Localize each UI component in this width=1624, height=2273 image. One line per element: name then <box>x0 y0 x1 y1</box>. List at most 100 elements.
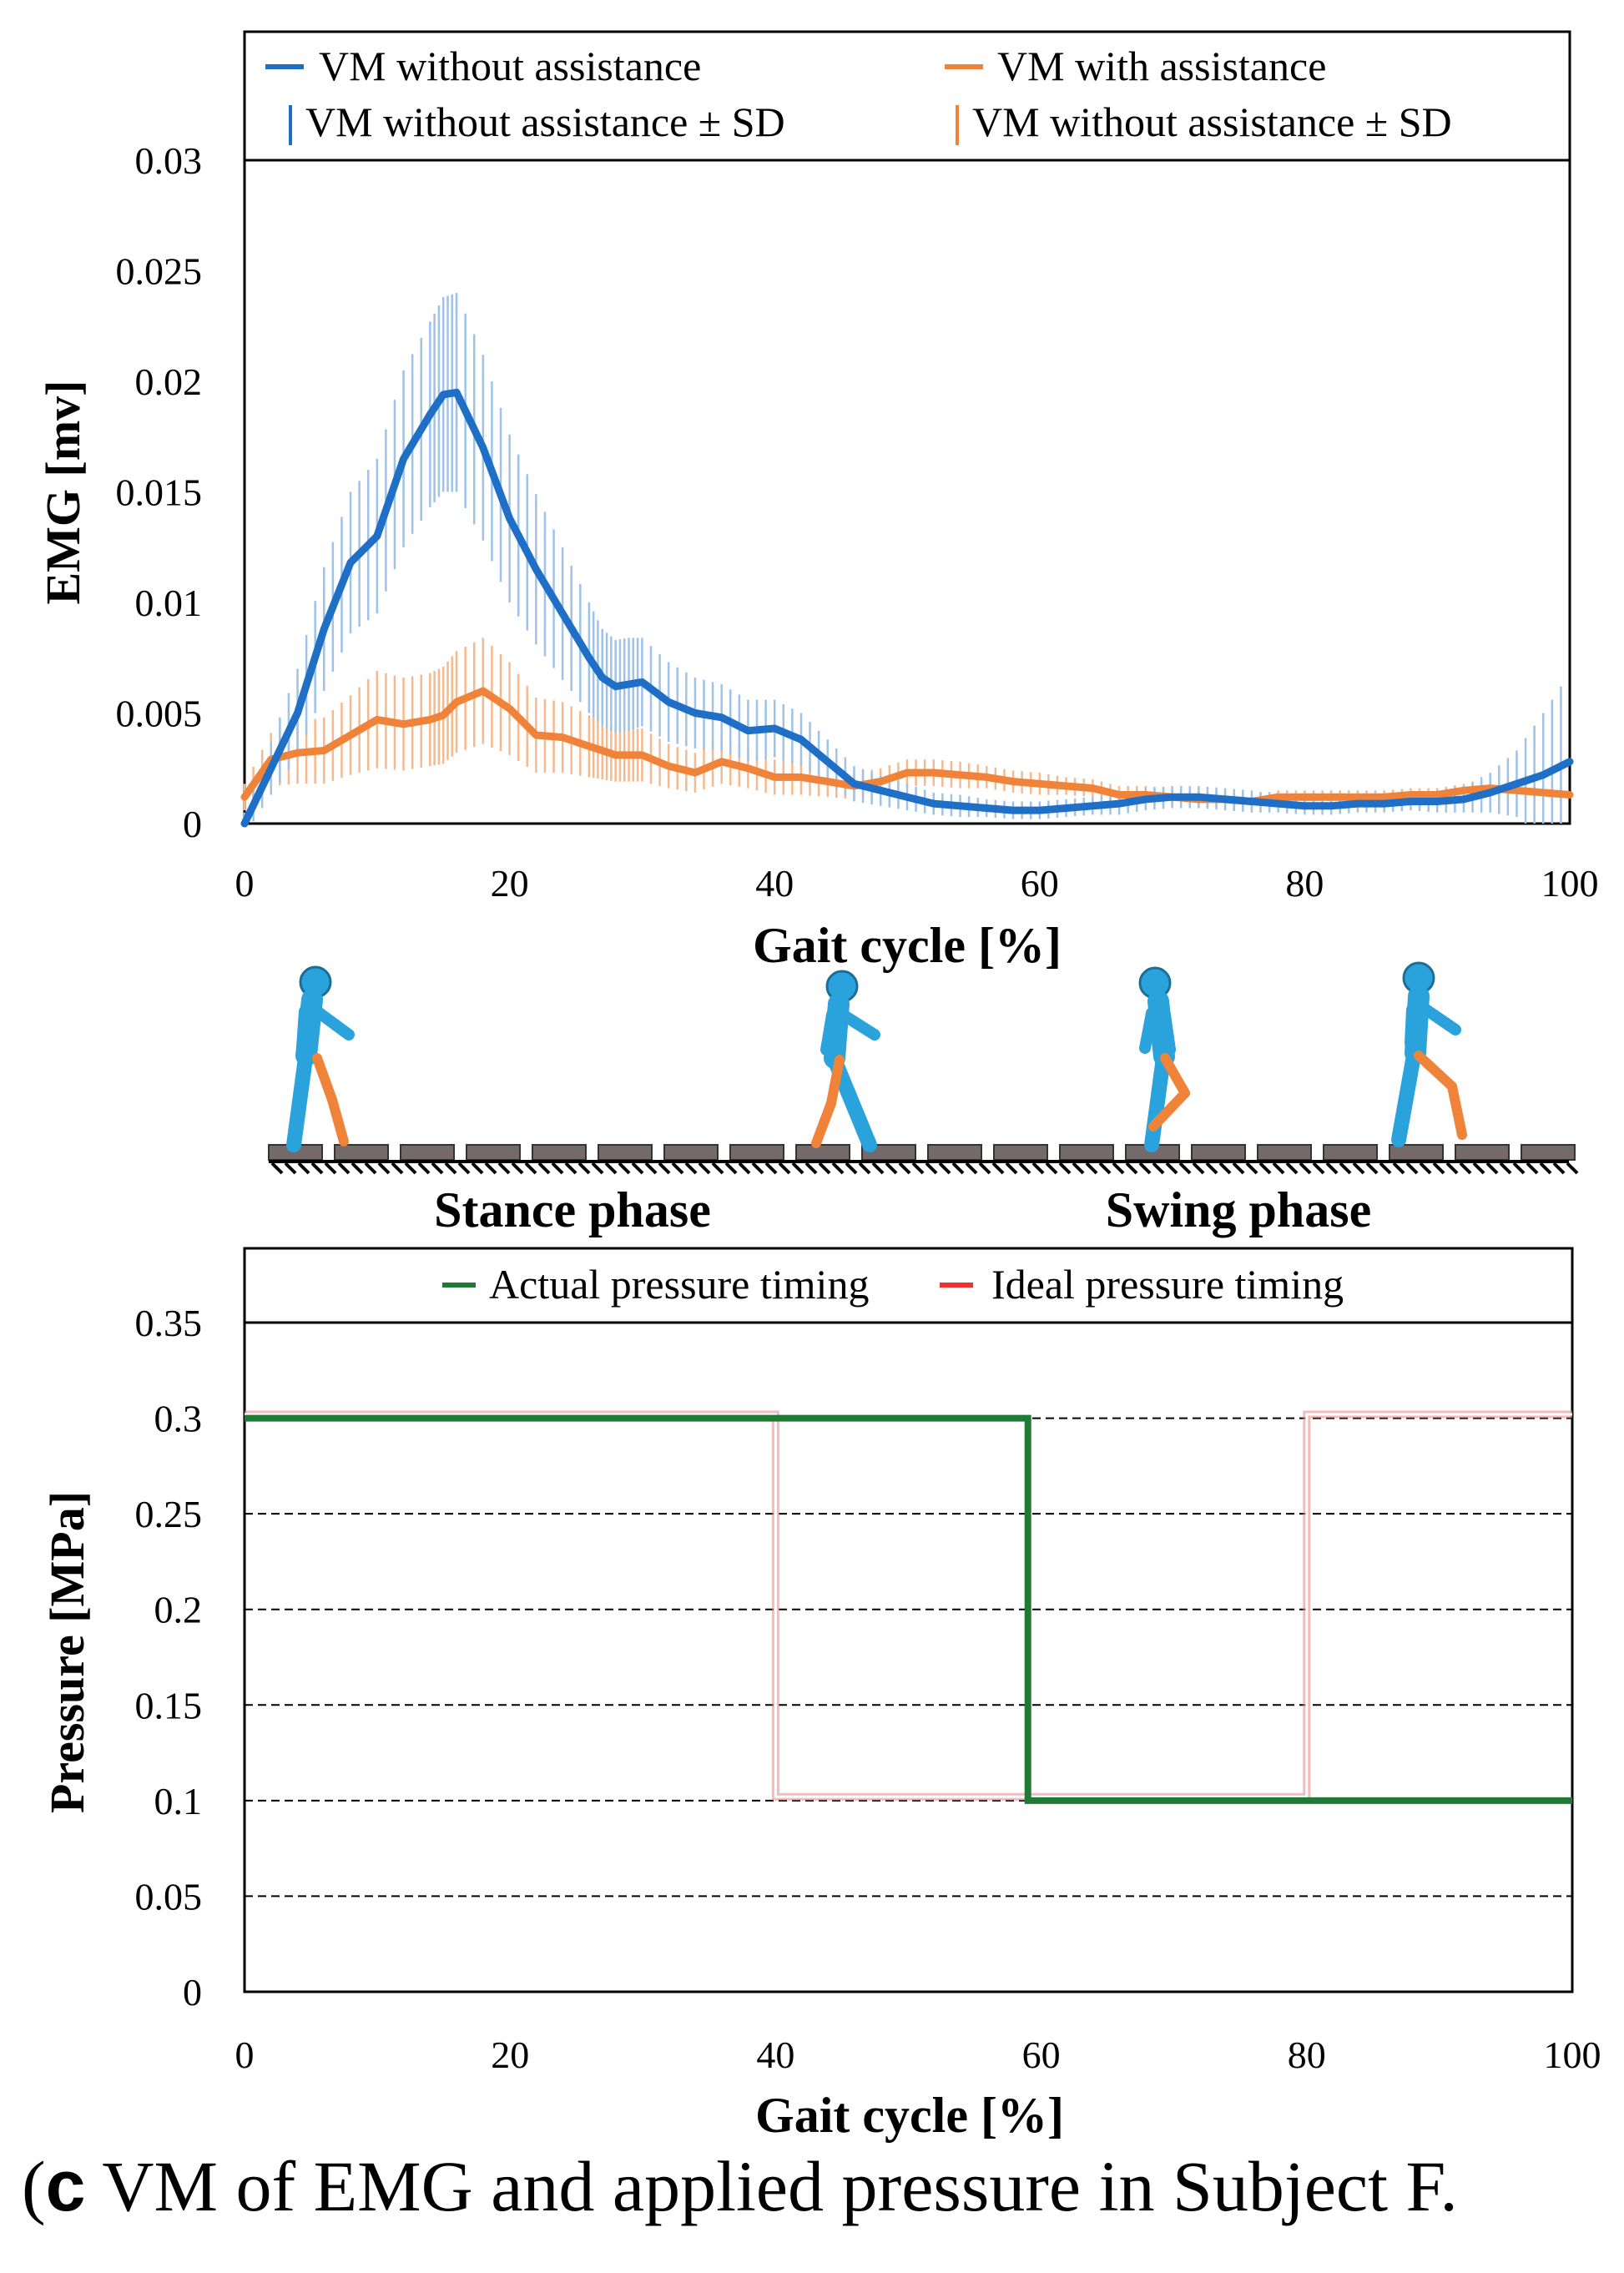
ground-hatch <box>1566 1162 1579 1175</box>
ground-hatch <box>858 1162 871 1175</box>
pressure-x-axis-label: Gait cycle [%] <box>755 2088 1064 2143</box>
ground-hatch <box>791 1162 804 1175</box>
ground-hatch <box>684 1162 698 1175</box>
ground-hatch <box>871 1162 885 1175</box>
ground-hatch <box>484 1162 497 1175</box>
ground-hatch <box>604 1162 618 1175</box>
ground-hatch <box>1125 1162 1138 1175</box>
ground-hatch <box>1152 1162 1165 1175</box>
walking-figure-3 <box>1138 966 1190 1152</box>
ground-hatch <box>591 1162 604 1175</box>
ground-tile <box>1059 1144 1114 1161</box>
ground-tile <box>729 1144 784 1161</box>
emg-y-tick-labels: 0 0.005 0.01 0.015 0.02 0.025 0.03 <box>116 139 203 845</box>
y-tick-label: 0.25 <box>135 1493 203 1535</box>
ground-hatch <box>1325 1162 1339 1175</box>
ground-hatch <box>1072 1162 1085 1175</box>
ground-hatch <box>1165 1162 1178 1175</box>
legend-label-vm-without-sd: VM without assistance ± SD <box>305 98 785 145</box>
ground-hatch <box>658 1162 671 1175</box>
series-line-vm-without <box>240 388 1574 828</box>
ground-tile <box>795 1144 850 1161</box>
ground-hatch <box>431 1162 444 1175</box>
ground-hatch <box>804 1162 818 1175</box>
y-tick-label: 0.05 <box>135 1875 203 1918</box>
caption-label: c <box>45 2146 86 2226</box>
pressure-y-axis-label: Pressure [MPa] <box>40 1491 94 1813</box>
y-tick-label: 0.2 <box>154 1589 203 1631</box>
ground-tile <box>532 1144 587 1161</box>
stance-phase-label: Stance phase <box>434 1182 711 1237</box>
ground-hatch <box>1352 1162 1365 1175</box>
ground-hatch <box>1512 1162 1526 1175</box>
x-tick-label: 80 <box>1285 862 1324 905</box>
series-line-actual-pressure <box>245 1414 1572 1804</box>
legend-label-ideal-pressure: Ideal pressure timing <box>991 1261 1344 1308</box>
legend-label-vm-with-sd: VM without assistance ± SD <box>972 98 1452 145</box>
ground-hatch <box>965 1162 978 1175</box>
ground-tile <box>927 1144 982 1161</box>
ground-hatch <box>417 1162 431 1175</box>
ground-hatch <box>337 1162 351 1175</box>
ground-hatch <box>1058 1162 1072 1175</box>
ground-hatch <box>1432 1162 1445 1175</box>
ground-hatch <box>284 1162 297 1175</box>
x-tick-label: 20 <box>491 2034 529 2076</box>
legend-label-vm-without: VM without assistance <box>319 43 701 89</box>
ground-hatch <box>1005 1162 1018 1175</box>
caption-text: VM of EMG and applied pressure in Subjec… <box>85 2146 1458 2226</box>
ground-hatch <box>751 1162 764 1175</box>
ground-hatch <box>831 1162 845 1175</box>
ground-hatch <box>297 1162 310 1175</box>
x-tick-label: 60 <box>1021 862 1059 905</box>
y-tick-label: 0 <box>183 803 202 845</box>
ground-hatch <box>644 1162 658 1175</box>
pressure-x-tick-labels: 0 20 40 60 80 100 <box>235 2034 1601 2076</box>
ground-hatch <box>1405 1162 1419 1175</box>
ground-hatch <box>524 1162 537 1175</box>
ground-hatch <box>1205 1162 1218 1175</box>
ground-hatch <box>738 1162 751 1175</box>
ground-hatch <box>764 1162 778 1175</box>
ground-hatch <box>1459 1162 1472 1175</box>
ground-hatch <box>631 1162 644 1175</box>
walking-figure-2 <box>811 970 880 1152</box>
ground-hatch <box>978 1162 991 1175</box>
ground-hatch <box>778 1162 791 1175</box>
ground-hatch <box>391 1162 404 1175</box>
ground-hatch <box>1112 1162 1125 1175</box>
ground-hatch <box>1552 1162 1566 1175</box>
y-tick-label: 0.3 <box>154 1398 203 1440</box>
ground-hatch <box>364 1162 377 1175</box>
ground-hatch <box>1018 1162 1031 1175</box>
ground-hatch <box>537 1162 551 1175</box>
series-line-ideal-pressure <box>245 1410 1572 1801</box>
ground-hatch <box>511 1162 524 1175</box>
ground-hatch <box>1299 1162 1312 1175</box>
ground-hatch <box>925 1162 938 1175</box>
figure-caption: (c VM of EMG and applied pressure in Sub… <box>22 2146 1458 2226</box>
ground-hatch <box>1031 1162 1045 1175</box>
ground-hatch <box>1272 1162 1285 1175</box>
ground-hatch <box>1526 1162 1539 1175</box>
ground-hatch <box>457 1162 471 1175</box>
y-tick-label: 0.03 <box>135 139 203 182</box>
ground-hatch <box>1472 1162 1485 1175</box>
ground-hatch <box>1339 1162 1352 1175</box>
ground-hatch <box>1285 1162 1299 1175</box>
x-tick-label: 40 <box>756 2034 794 2076</box>
y-tick-label: 0.1 <box>154 1780 203 1822</box>
ground-hatch <box>885 1162 898 1175</box>
x-tick-label: 0 <box>235 2034 255 2076</box>
y-tick-label: 0.15 <box>135 1684 203 1726</box>
y-tick-label: 0.015 <box>116 471 203 514</box>
ground-hatch <box>698 1162 711 1175</box>
pressure-y-tick-labels: 0 0.05 0.1 0.15 0.2 0.25 0.3 0.35 <box>135 1302 203 2013</box>
ground-tile <box>334 1144 389 1161</box>
ground-tile <box>1323 1144 1378 1161</box>
emg-legend: VM without assistance VM with assistance… <box>265 43 1452 145</box>
emg-chart: VM without assistance VM with assistance… <box>36 30 1599 973</box>
ground-hatch <box>1539 1162 1552 1175</box>
ground-hatch <box>1419 1162 1432 1175</box>
